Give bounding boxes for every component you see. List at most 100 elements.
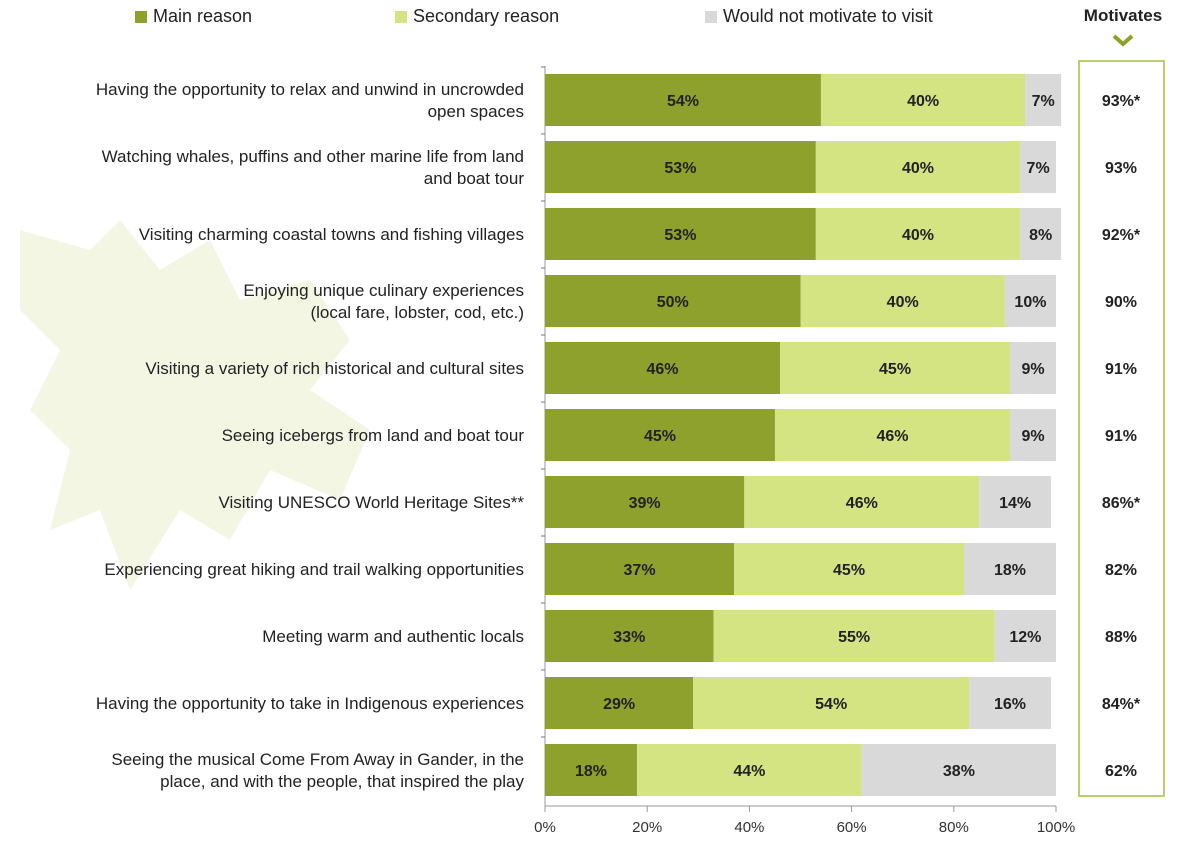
bar-segment — [545, 342, 781, 394]
data-label: 37% — [624, 562, 656, 579]
data-label: 50% — [657, 294, 689, 311]
data-label: 46% — [876, 428, 908, 445]
bar-segment — [820, 74, 1026, 126]
motivates-value: 91% — [1105, 361, 1137, 378]
x-tick-label: 20% — [632, 819, 662, 836]
bar-segment — [545, 208, 816, 260]
category-label: place, and with the people, that inspire… — [160, 772, 524, 791]
bar-segment — [969, 677, 1051, 729]
category-label: Seeing the musical Come From Away in Gan… — [111, 750, 524, 769]
bar-segment — [545, 275, 801, 327]
data-label: 40% — [902, 160, 934, 177]
bar-segment — [545, 476, 745, 528]
legend-label-main: Main reason — [153, 6, 253, 26]
data-label: 8% — [1029, 227, 1052, 244]
data-label: 40% — [907, 93, 939, 110]
data-label: 54% — [667, 93, 699, 110]
data-label: 40% — [902, 227, 934, 244]
data-label: 46% — [846, 495, 878, 512]
bar-segment — [545, 141, 816, 193]
bar-segment — [693, 677, 970, 729]
motivates-title: Motivates — [1083, 6, 1163, 25]
data-label: 7% — [1032, 93, 1055, 110]
data-label: 12% — [1009, 629, 1041, 646]
bar-segment — [1020, 208, 1062, 260]
data-label: 16% — [994, 696, 1026, 713]
data-label: 45% — [644, 428, 676, 445]
data-label: 44% — [733, 763, 765, 780]
bar-segment — [545, 409, 775, 461]
category-label: Meeting warm and authentic locals — [262, 627, 524, 646]
bar-segment — [545, 543, 735, 595]
category-label: and boat tour — [424, 169, 525, 188]
category-label: Visiting UNESCO World Heritage Sites** — [219, 493, 525, 512]
data-label: 53% — [664, 227, 696, 244]
bar-segment — [1025, 74, 1062, 126]
bar-segment — [800, 275, 1005, 327]
bar-segment — [545, 677, 694, 729]
bar-segment — [1020, 141, 1056, 193]
data-label: 45% — [833, 562, 865, 579]
bar-segment — [964, 543, 1056, 595]
legend-label-secondary: Secondary reason — [413, 6, 560, 26]
bar-segment — [815, 141, 1021, 193]
watermark-map-shape — [20, 220, 370, 590]
motivates-value: 84%* — [1102, 696, 1141, 713]
legend-item-none: Would not motivate to visit — [705, 6, 933, 27]
bar-segment — [979, 476, 1051, 528]
x-tick-label: 100% — [1037, 819, 1075, 836]
bar-segment — [636, 744, 862, 796]
data-label: 7% — [1027, 160, 1050, 177]
category-label: Watching whales, puffins and other marin… — [102, 147, 524, 166]
legend-label-none: Would not motivate to visit — [723, 6, 933, 26]
bar-segment — [1010, 342, 1056, 394]
category-label: Having the opportunity to take in Indige… — [96, 694, 524, 713]
category-label: Visiting charming coastal towns and fish… — [139, 225, 524, 244]
motivates-value: 93% — [1105, 160, 1137, 177]
bar-segment — [713, 610, 995, 662]
x-tick-label: 40% — [734, 819, 764, 836]
motivates-value: 92%* — [1102, 227, 1141, 244]
category-label: Seeing icebergs from land and boat tour — [222, 426, 525, 445]
legend-item-secondary: Secondary reason — [395, 6, 559, 27]
data-label: 46% — [647, 361, 679, 378]
data-label: 55% — [838, 629, 870, 646]
bar-segment — [815, 208, 1021, 260]
legend-swatch-main — [135, 10, 147, 23]
data-label: 14% — [999, 495, 1031, 512]
data-label: 18% — [994, 562, 1026, 579]
bar-segment — [734, 543, 965, 595]
bar-segment — [545, 744, 637, 796]
motivates-value: 93%* — [1102, 93, 1141, 110]
bar-segment — [1004, 275, 1056, 327]
motivates-value: 88% — [1105, 629, 1137, 646]
motivates-value: 91% — [1105, 428, 1137, 445]
category-label: open spaces — [428, 102, 524, 121]
motivates-value: 62% — [1105, 763, 1137, 780]
motivates-box — [1078, 60, 1165, 797]
data-label: 54% — [815, 696, 847, 713]
data-label: 40% — [887, 294, 919, 311]
chevron-down-icon — [1112, 34, 1134, 47]
bar-segment — [994, 610, 1056, 662]
bar-segment — [780, 342, 1011, 394]
motivates-value: 90% — [1105, 294, 1137, 311]
motivates-value: 86%* — [1102, 495, 1141, 512]
category-label: Enjoying unique culinary experiences — [243, 281, 524, 300]
data-label: 38% — [943, 763, 975, 780]
data-label: 18% — [575, 763, 607, 780]
data-label: 29% — [603, 696, 635, 713]
x-tick-label: 60% — [837, 819, 867, 836]
data-label: 10% — [1014, 294, 1046, 311]
data-label: 53% — [664, 160, 696, 177]
category-label: Experiencing great hiking and trail walk… — [104, 560, 524, 579]
legend-swatch-none — [705, 10, 717, 23]
bar-segment — [1010, 409, 1056, 461]
data-label: 9% — [1021, 361, 1044, 378]
motivates-value: 82% — [1105, 562, 1137, 579]
legend-swatch-secondary — [395, 10, 407, 23]
bar-segment — [545, 74, 821, 126]
data-label: 39% — [629, 495, 661, 512]
data-label: 9% — [1021, 428, 1044, 445]
